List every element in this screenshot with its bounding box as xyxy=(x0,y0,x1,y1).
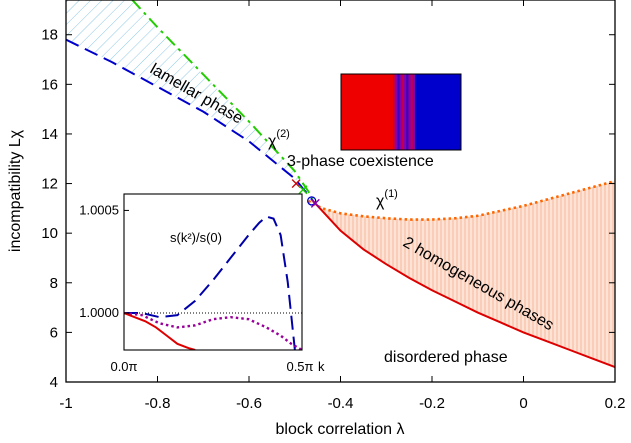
x-tick-label: -0.8 xyxy=(145,395,171,412)
x-tick-label: -0.4 xyxy=(328,395,354,412)
y-tick-label: 18 xyxy=(41,27,58,44)
inset-y-tick-label: 1.0005 xyxy=(79,202,119,217)
x-tick-label: 0.2 xyxy=(605,395,626,412)
coexistence-red-block xyxy=(341,74,393,150)
coexistence-block-legend xyxy=(340,73,462,151)
annotation-3-phase-coexistence: 3-phase coexistence xyxy=(287,153,434,170)
inset-x-tick-label: 0.0π xyxy=(110,359,137,374)
inset-chart: 1.0000 1.0005 0.0π 0.5π s(k²)/s(0) k xyxy=(79,193,325,374)
inset-frame xyxy=(123,193,303,351)
coexistence-blue-block xyxy=(415,74,461,150)
inset-series-line-1 xyxy=(124,311,302,350)
inset-x-label: k xyxy=(318,359,325,374)
inset-series-line-2 xyxy=(124,312,196,350)
y-tick-label: 12 xyxy=(41,176,58,193)
coexistence-stripe xyxy=(401,74,404,150)
y-tick-label: 14 xyxy=(41,126,58,143)
x-tick-label: 0 xyxy=(519,395,527,412)
annotation-chi1: χ(1) xyxy=(376,188,398,210)
inset-x-tick-label: 0.5π xyxy=(286,359,313,374)
coexistence-stripe xyxy=(410,74,413,150)
y-tick-label: 8 xyxy=(50,275,58,292)
lamellar-region-hatch xyxy=(66,0,314,201)
two-phase-region-fill xyxy=(308,181,615,368)
coexistence-stripe xyxy=(406,74,409,150)
coexistence-stripe xyxy=(393,74,396,150)
inset-background xyxy=(124,194,302,350)
y-tick-label: 4 xyxy=(50,374,58,391)
inset-y-tick-label: 1.0000 xyxy=(79,305,119,320)
annotation-disordered-phase: disordered phase xyxy=(384,349,508,366)
main-series-line-3 xyxy=(312,200,615,369)
triple-point-marker-3 xyxy=(310,198,320,208)
triple-point-marker-1 xyxy=(298,185,308,195)
coexistence-stripe xyxy=(397,74,400,150)
y-tick-label: 10 xyxy=(41,225,58,242)
x-tick-label: -0.6 xyxy=(236,395,262,412)
x-axis-label: block correlation λ xyxy=(276,421,405,438)
inset-title: s(k²)/s(0) xyxy=(170,230,222,245)
main-series-line-0 xyxy=(66,38,314,202)
y-axis-label: incompatibility Lχ xyxy=(7,129,24,252)
coexistence-block-frame xyxy=(340,73,462,151)
y-tick-label: 6 xyxy=(50,324,58,341)
x-tick-label: -1 xyxy=(59,395,72,412)
main-series-line-2 xyxy=(307,179,615,221)
y-tick-label: 16 xyxy=(41,76,58,93)
triple-point-marker-2 xyxy=(307,196,317,206)
annotation-chi2: χ(2) xyxy=(268,128,290,150)
main-series-line-1 xyxy=(131,0,314,199)
inset-series-line-0 xyxy=(124,215,296,350)
x-tick-label: -0.2 xyxy=(419,395,445,412)
